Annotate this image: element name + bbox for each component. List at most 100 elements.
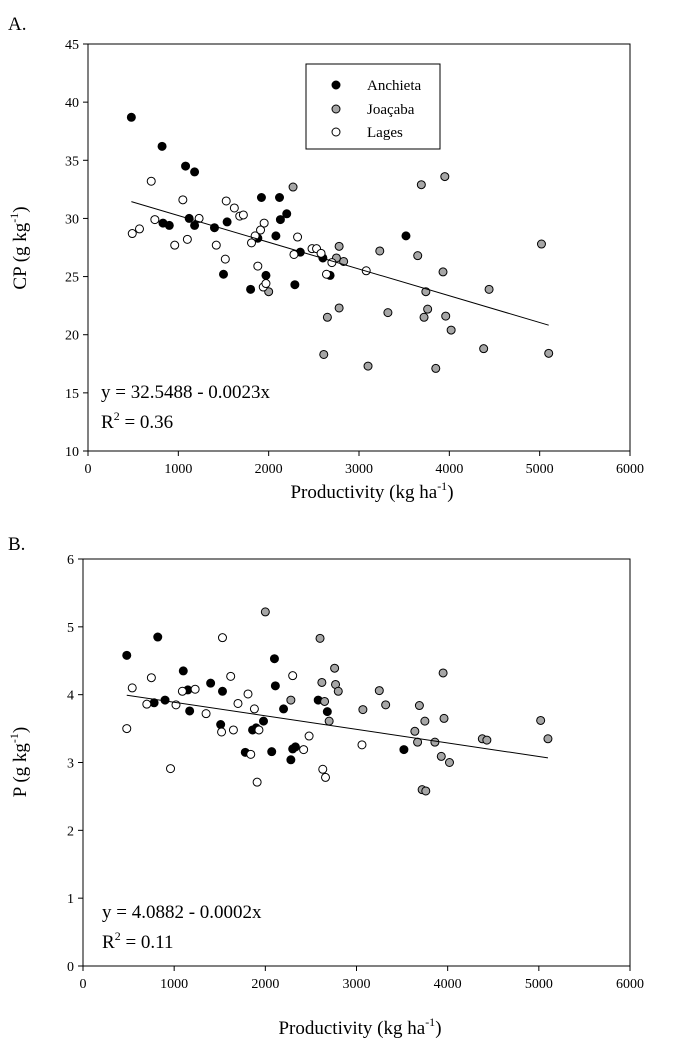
- point-anchieta: [181, 161, 191, 171]
- point-joacaba: [446, 325, 456, 335]
- x-tick-label: 5000: [525, 977, 553, 992]
- point-joacaba: [324, 716, 334, 726]
- point-lages: [321, 269, 331, 279]
- point-joacaba: [438, 668, 448, 678]
- point-joacaba: [431, 363, 441, 373]
- x-tick-label: 0: [85, 462, 92, 477]
- point-lages: [256, 225, 266, 235]
- point-joacaba: [286, 695, 296, 705]
- point-joacaba: [536, 239, 546, 249]
- legend-marker-joacaba: [331, 104, 341, 114]
- point-joacaba: [438, 267, 448, 277]
- point-lages: [142, 699, 152, 709]
- point-joacaba: [410, 726, 420, 736]
- x-tick-label: 3000: [343, 977, 371, 992]
- y-tick-label: 2: [67, 824, 74, 839]
- panel-b-x-axis-label: Productivity (kg ha-1): [278, 1015, 441, 1039]
- point-lages: [254, 725, 264, 735]
- point-lages: [177, 686, 187, 696]
- panel-a-points: [126, 112, 554, 373]
- point-lages: [318, 764, 328, 774]
- point-lages: [357, 740, 367, 750]
- point-anchieta: [279, 704, 289, 714]
- point-anchieta: [286, 755, 296, 765]
- point-lages: [249, 704, 259, 714]
- point-lages: [211, 240, 221, 250]
- point-joacaba: [322, 312, 332, 322]
- point-anchieta: [246, 284, 256, 294]
- point-lages: [217, 633, 227, 643]
- point-anchieta: [190, 167, 200, 177]
- point-joacaba: [439, 713, 449, 723]
- panel-a-label: A.: [8, 14, 26, 35]
- y-tick-label: 6: [67, 553, 74, 568]
- point-joacaba: [383, 308, 393, 318]
- point-lages: [221, 196, 231, 206]
- point-joacaba: [334, 303, 344, 313]
- x-tick-label: 1000: [160, 977, 188, 992]
- point-joacaba: [319, 349, 329, 359]
- point-anchieta: [270, 681, 280, 691]
- y-tick-label: 40: [65, 96, 79, 111]
- y-tick-label: 25: [65, 271, 79, 286]
- panel-a-equation: y = 32.5488 - 0.0023x: [101, 382, 271, 403]
- x-tick-label: 3000: [345, 462, 373, 477]
- point-lages: [252, 777, 262, 787]
- point-lages: [146, 176, 156, 186]
- y-tick-label: 5: [67, 621, 74, 636]
- point-anchieta: [158, 218, 168, 228]
- point-joacaba: [482, 735, 492, 745]
- point-anchieta: [153, 632, 163, 642]
- point-joacaba: [358, 705, 368, 715]
- point-joacaba: [413, 251, 423, 261]
- point-lages: [201, 709, 211, 719]
- point-lages: [299, 745, 309, 755]
- point-lages: [289, 249, 299, 259]
- point-lages: [229, 203, 239, 213]
- point-joacaba: [423, 304, 433, 314]
- point-lages: [226, 671, 236, 681]
- panel-b-regression-line: [126, 694, 549, 759]
- point-anchieta: [261, 270, 271, 280]
- point-lages: [217, 727, 227, 737]
- point-anchieta: [216, 720, 226, 730]
- panel-b-label: B.: [8, 534, 25, 555]
- point-lages: [246, 749, 256, 759]
- point-lages: [247, 238, 257, 248]
- point-anchieta: [190, 220, 200, 230]
- y-tick-label: 15: [65, 387, 79, 402]
- point-joacaba: [430, 737, 440, 747]
- x-tick-label: 5000: [526, 462, 554, 477]
- point-anchieta: [322, 707, 332, 717]
- point-lages: [321, 772, 331, 782]
- panel-a: A. 10 15 20 25 30 35 40 45 0 1000 2000 3000 4000 500…: [7, 14, 644, 503]
- point-joacaba: [543, 734, 553, 744]
- panel-b-r-squared: R2 = 0.11: [102, 929, 173, 953]
- point-lages: [233, 698, 243, 708]
- point-lages: [127, 683, 137, 693]
- point-joacaba: [479, 344, 489, 354]
- point-joacaba: [320, 696, 330, 706]
- point-joacaba: [363, 361, 373, 371]
- legend-marker-lages: [331, 127, 341, 137]
- point-lages: [293, 232, 303, 242]
- point-lages: [261, 279, 271, 289]
- point-lages: [146, 673, 156, 683]
- point-joacaba: [420, 716, 430, 726]
- point-lages: [259, 218, 269, 228]
- point-lages: [166, 764, 176, 774]
- point-joacaba: [536, 715, 546, 725]
- point-joacaba: [421, 786, 431, 796]
- point-lages: [228, 725, 238, 735]
- point-joacaba: [381, 700, 391, 710]
- x-tick-label: 2000: [255, 462, 283, 477]
- point-lages: [170, 240, 180, 250]
- legend-label-joacaba: Joaçaba: [367, 102, 415, 118]
- point-lages: [190, 684, 200, 694]
- point-joacaba: [333, 686, 343, 696]
- point-anchieta: [401, 231, 411, 241]
- legend-marker-anchieta: [331, 80, 341, 90]
- panel-a-x-ticks: 0 1000 2000 3000 4000 5000 6000: [85, 451, 644, 477]
- point-anchieta: [185, 706, 195, 716]
- legend-label-anchieta: Anchieta: [367, 78, 421, 94]
